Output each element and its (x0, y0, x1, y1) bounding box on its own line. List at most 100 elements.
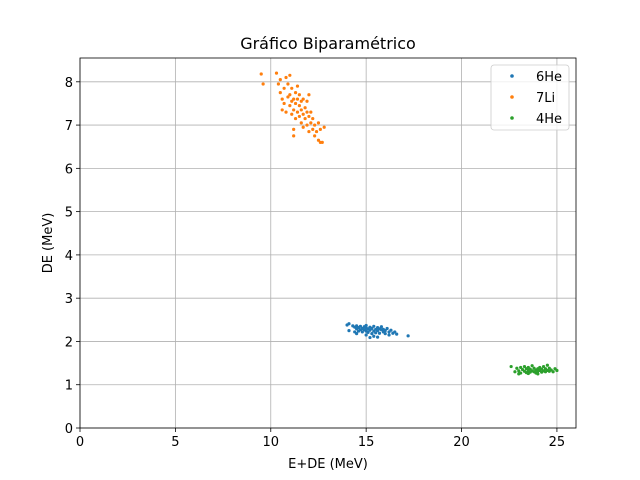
data-point-7Li (290, 86, 294, 90)
y-tick-label: 8 (65, 76, 73, 91)
legend-marker-6He (510, 74, 514, 78)
data-point-4He (513, 370, 517, 374)
data-point-7Li (303, 106, 307, 110)
legend-box (490, 64, 570, 131)
data-point-4He (522, 364, 527, 369)
data-point-6He (395, 332, 399, 336)
data-point-7Li (280, 97, 284, 101)
data-point-4He (555, 368, 559, 373)
data-point-6He (374, 331, 378, 335)
data-point-7Li (261, 82, 265, 86)
data-point-7Li (278, 78, 282, 82)
data-point-7Li (305, 99, 309, 103)
data-point-7Li (259, 72, 263, 76)
legend-marker-7Li (510, 95, 514, 99)
data-point-6He (383, 329, 387, 333)
data-point-7Li (301, 97, 305, 101)
data-point-7Li (292, 97, 296, 101)
data-point-4He (517, 372, 521, 376)
x-tick-label: 0 (76, 435, 84, 450)
data-point-7Li (305, 110, 309, 114)
data-point-6He (364, 323, 368, 328)
data-point-6He (360, 330, 364, 334)
data-point-7Li (307, 114, 311, 119)
data-point-4He (545, 363, 549, 367)
data-point-6He (387, 333, 391, 337)
series-6He (345, 322, 410, 340)
data-point-7Li (299, 99, 303, 103)
legend: 6He 7Li 4He (490, 64, 570, 131)
data-point-4He (530, 364, 534, 368)
y-tick-label: 5 (65, 206, 73, 221)
data-point-6He (366, 330, 370, 334)
data-point-7Li (318, 140, 322, 144)
data-point-6He (358, 324, 363, 328)
data-point-6He (406, 334, 410, 338)
data-point-6He (372, 334, 376, 338)
chart-title: Gráfico Biparamétrico (240, 34, 416, 53)
legend-marker-4He (510, 116, 514, 120)
y-tick-label: 7 (65, 119, 73, 134)
data-point-6He (347, 329, 351, 333)
data-point-7Li (297, 104, 301, 108)
data-point-7Li (301, 112, 305, 116)
data-point-4He (541, 364, 546, 369)
data-point-7Li (290, 112, 294, 116)
data-point-7Li (293, 91, 298, 95)
y-tick-label: 4 (65, 249, 73, 264)
data-point-6He (370, 326, 374, 331)
y-tick-label: 3 (65, 292, 73, 307)
data-point-6He (389, 328, 393, 332)
data-point-7Li (274, 71, 279, 75)
data-point-7Li (307, 129, 311, 134)
data-point-7Li (297, 93, 301, 97)
data-point-7Li (318, 127, 322, 132)
data-point-7Li (303, 116, 307, 121)
data-point-7Li (288, 93, 292, 97)
data-point-7Li (278, 91, 282, 95)
data-point-7Li (280, 108, 284, 112)
y-tick-label: 1 (65, 379, 73, 394)
data-point-7Li (305, 123, 309, 127)
data-point-6He (353, 330, 357, 334)
y-axis-label: DE (MeV) (41, 213, 56, 274)
data-point-6He (377, 331, 382, 335)
x-tick-label: 5 (171, 435, 179, 450)
data-point-7Li (293, 101, 298, 106)
legend-label-6He: 6He (536, 70, 562, 85)
y-tick-label: 0 (65, 422, 73, 437)
data-point-7Li (292, 108, 296, 112)
x-tick-label: 15 (358, 435, 375, 450)
data-point-6He (372, 324, 376, 328)
data-point-6He (370, 332, 374, 336)
data-point-7Li (288, 104, 292, 108)
axis-ticks: 0 5 10 15 20 25 0 1 2 3 4 5 6 7 8 (65, 76, 565, 450)
data-point-7Li (276, 82, 280, 86)
series-4He (509, 363, 559, 376)
data-point-6He (364, 333, 368, 337)
y-tick-label: 6 (65, 162, 73, 177)
data-point-4He (517, 369, 521, 373)
x-axis-label: E+DE (MeV) (288, 457, 368, 472)
legend-label-7Li: 7Li (536, 91, 555, 106)
data-point-7Li (288, 73, 292, 77)
data-point-7Li (297, 114, 301, 119)
data-point-7Li (299, 121, 303, 125)
data-point-7Li (307, 93, 311, 97)
series-7Li (259, 71, 326, 144)
data-point-7Li (286, 82, 290, 86)
data-point-4He (509, 364, 513, 369)
x-tick-label: 20 (453, 435, 470, 450)
data-point-4He (536, 372, 540, 376)
data-point-7Li (293, 116, 298, 121)
data-point-6He (393, 330, 397, 334)
data-point-7Li (286, 95, 290, 99)
axes-frame (79, 57, 577, 429)
data-point-7Li (314, 129, 319, 134)
data-point-7Li (316, 121, 321, 125)
data-point-7Li (301, 125, 305, 129)
data-point-7Li (295, 84, 300, 88)
data-point-7Li (295, 110, 300, 114)
data-point-7Li (282, 101, 286, 106)
